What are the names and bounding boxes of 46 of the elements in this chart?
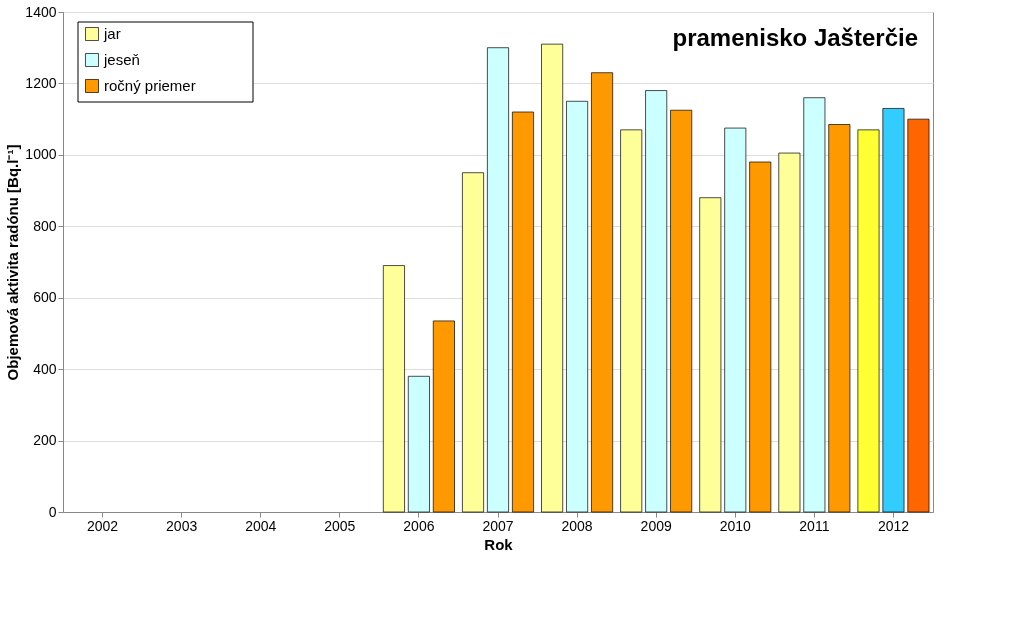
x-tick-label: 2006 bbox=[403, 517, 435, 534]
y-tick-label: 1200 bbox=[25, 74, 57, 91]
bar bbox=[670, 109, 693, 513]
text: pramenisko Jašterčie bbox=[672, 24, 918, 51]
y-tick-label: 1400 bbox=[25, 3, 57, 20]
bar bbox=[749, 161, 772, 513]
y-tick-label: 200 bbox=[33, 432, 57, 449]
y-tick-label: 0 bbox=[48, 503, 57, 520]
x-tick-label: 2009 bbox=[640, 517, 672, 534]
bar bbox=[778, 152, 801, 513]
x-tick-label: 2002 bbox=[86, 517, 119, 534]
y-tick-label: 400 bbox=[33, 360, 57, 377]
bar bbox=[828, 124, 851, 513]
x-axis-title: Rok bbox=[484, 535, 514, 553]
bar bbox=[882, 108, 905, 513]
x-tick-label: 2011 bbox=[799, 517, 830, 534]
bar bbox=[432, 320, 455, 513]
bar bbox=[512, 111, 534, 513]
bar bbox=[907, 118, 930, 513]
x-tick-label: 2004 bbox=[245, 517, 277, 534]
bar bbox=[724, 127, 747, 513]
bar bbox=[566, 100, 589, 513]
y-tick-label: 1000 bbox=[25, 146, 57, 163]
bar bbox=[382, 265, 405, 513]
bar bbox=[645, 90, 668, 513]
bar bbox=[699, 197, 722, 513]
bar bbox=[591, 72, 614, 513]
x-tick-label: 2012 bbox=[877, 517, 910, 534]
bar bbox=[487, 47, 509, 513]
bar bbox=[803, 97, 826, 513]
x-tick-label: 2003 bbox=[166, 517, 198, 534]
bar bbox=[407, 375, 430, 513]
y-tick-label: 800 bbox=[33, 217, 57, 234]
legend-label: ročný priemer bbox=[104, 77, 196, 94]
bar bbox=[541, 43, 564, 513]
bar bbox=[620, 129, 643, 513]
y-axis-title: Objemová aktivita radónu [Bq.l⁻¹] bbox=[4, 144, 22, 381]
x-tick-label: 2007 bbox=[482, 517, 514, 534]
bar bbox=[857, 129, 880, 513]
x-tick-label: 2010 bbox=[719, 517, 752, 534]
x-tick-label: 2005 bbox=[324, 517, 356, 534]
legend-label: jar bbox=[103, 25, 121, 42]
legend-label: jeseň bbox=[103, 51, 140, 68]
x-tick-label: 2008 bbox=[561, 517, 593, 534]
y-tick-label: 600 bbox=[33, 289, 57, 306]
bar bbox=[462, 172, 484, 513]
